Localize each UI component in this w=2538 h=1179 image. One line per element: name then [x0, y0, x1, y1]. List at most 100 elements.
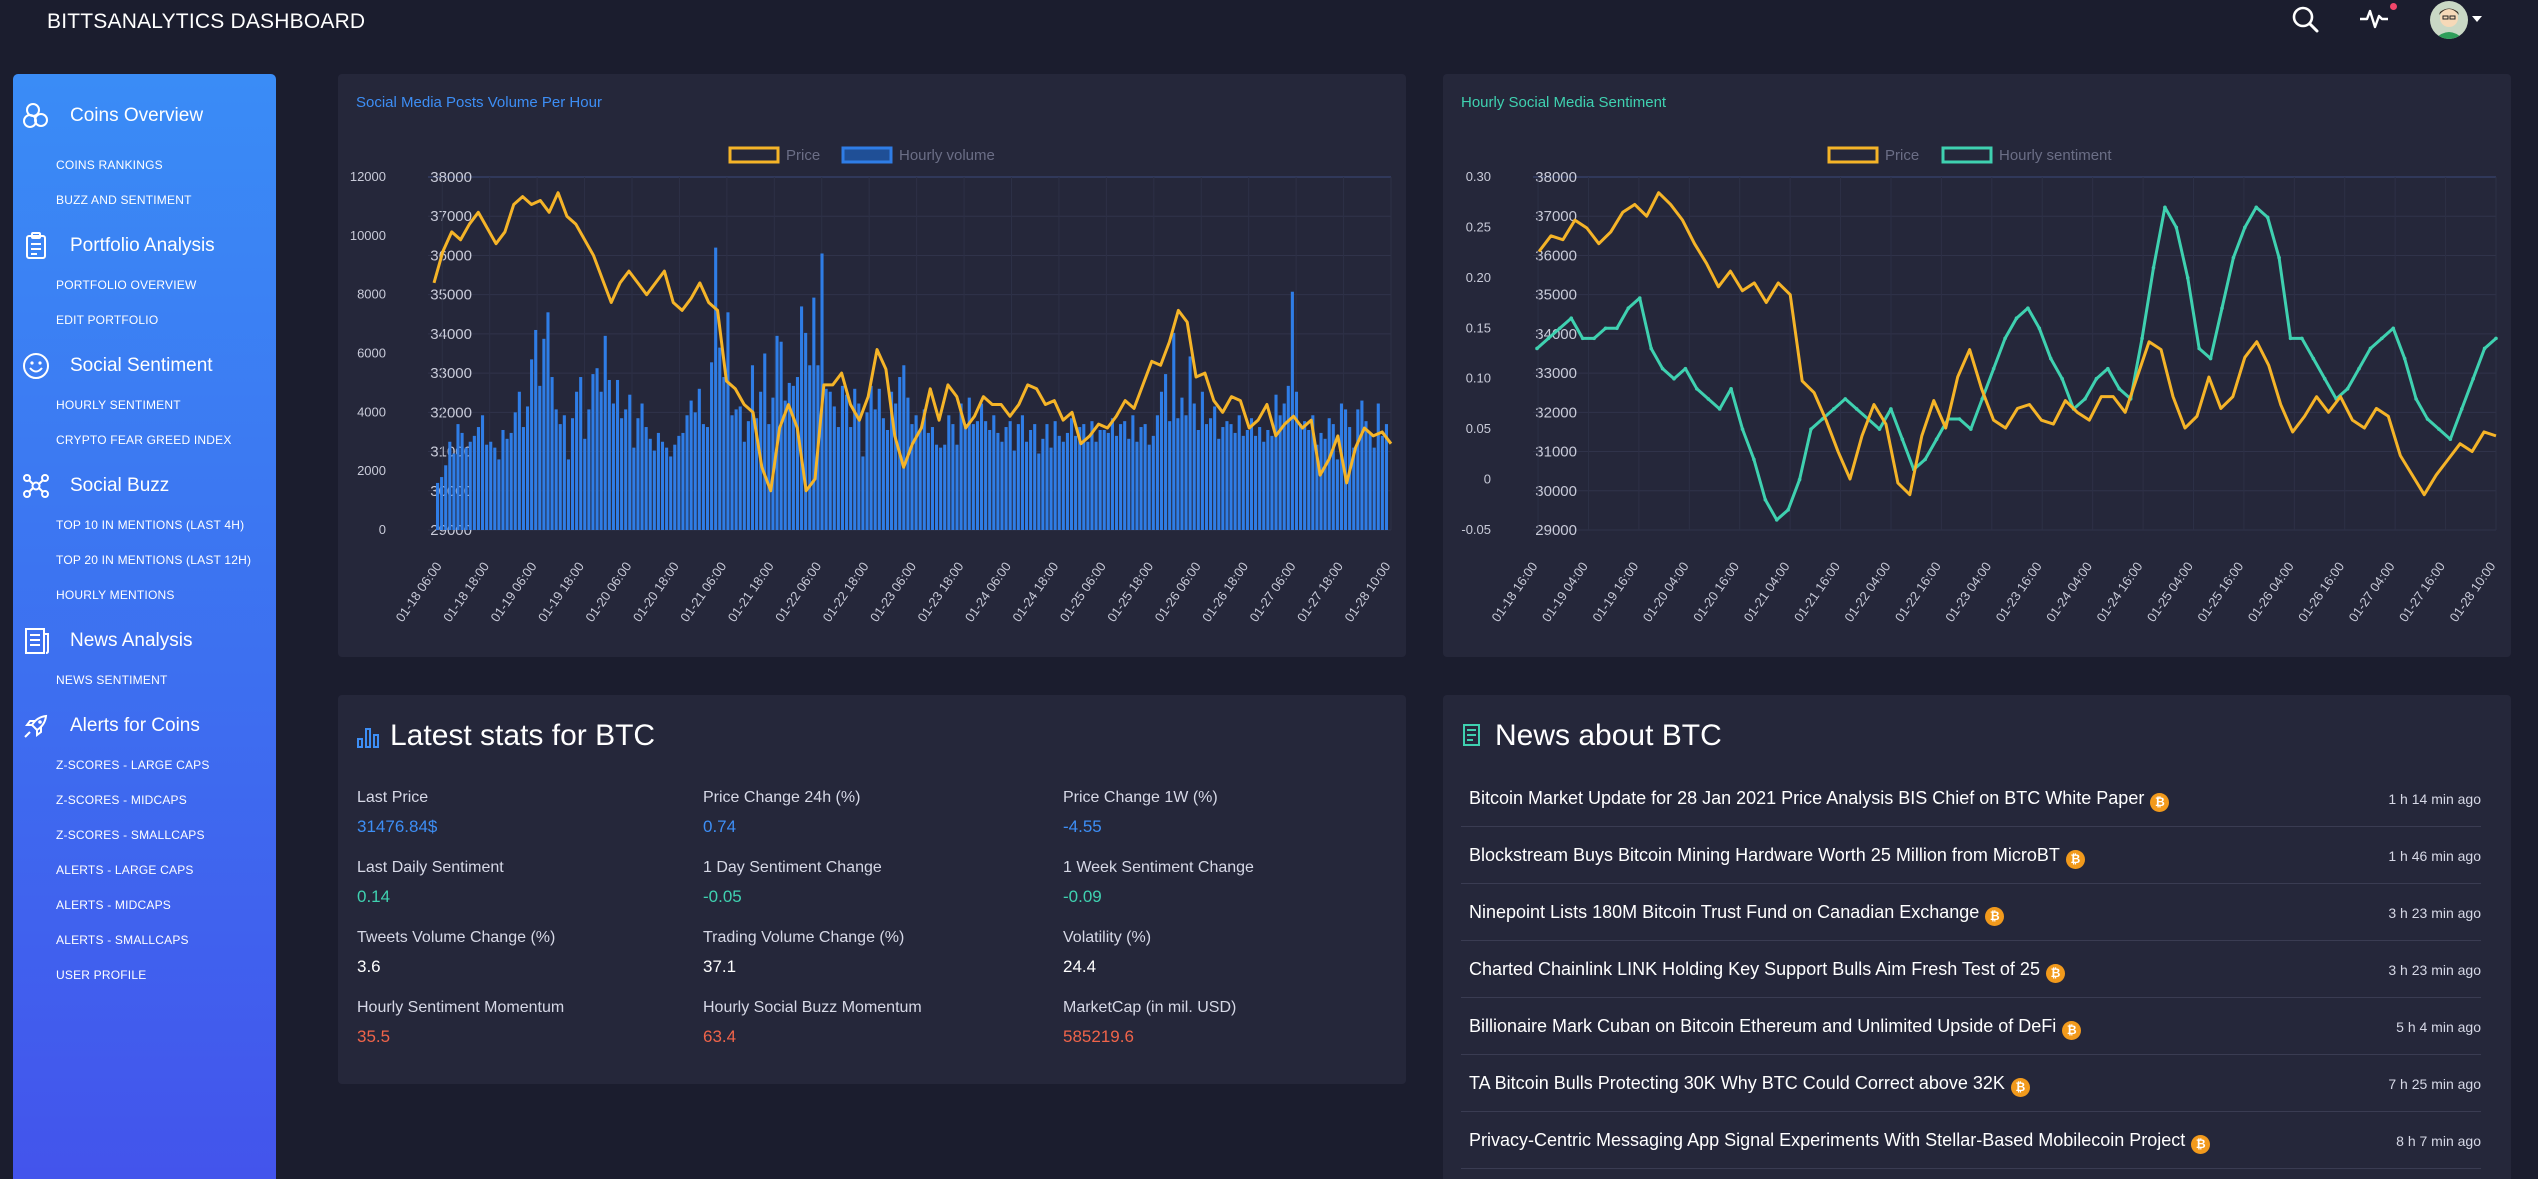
- news-item-title[interactable]: Billionaire Mark Cuban on Bitcoin Ethere…: [1469, 1016, 2082, 1040]
- sidebar-section-social-sentiment[interactable]: Social Sentiment: [13, 346, 276, 386]
- sidebar-section-news-analysis[interactable]: News Analysis: [13, 621, 276, 661]
- volume-bar: [726, 312, 730, 530]
- y-right-tick-label: 38000: [430, 169, 472, 186]
- volume-bar: [971, 424, 975, 530]
- volume-bar: [611, 403, 615, 530]
- news-item[interactable]: Billionaire Mark Cuban on Bitcoin Ethere…: [1461, 998, 2481, 1055]
- y-right-tick-label: 32000: [1535, 404, 1577, 421]
- y-right-tick-label: 31000: [1535, 444, 1577, 461]
- volume-bar: [1114, 435, 1119, 530]
- volume-bar: [1143, 424, 1147, 530]
- volume-bar: [640, 403, 644, 530]
- volume-bar: [930, 427, 934, 530]
- stat-value: 3.6: [357, 957, 381, 976]
- y-left-tick-label: 8000: [357, 287, 386, 302]
- x-tick-label: 01-18 16:00: [1488, 559, 1540, 624]
- sidebar: Coins Overview COINS RANKINGS BUZZ AND S…: [13, 74, 276, 1179]
- volume-bar: [836, 427, 840, 530]
- stat-label: Hourly Social Buzz Momentum: [703, 999, 922, 1016]
- x-tick-label: 01-25 04:00: [2144, 559, 2196, 624]
- news-item-title[interactable]: Charted Chainlink LINK Holding Key Suppo…: [1469, 959, 2065, 983]
- y-left-tick-label: 10000: [350, 228, 386, 243]
- volume-bar: [1082, 424, 1086, 530]
- sidebar-item-hourly-mentions[interactable]: HOURLY MENTIONS: [56, 588, 175, 602]
- volume-bar: [570, 418, 575, 530]
- volume-bar: [615, 379, 620, 530]
- sidebar-item-coins-rankings[interactable]: COINS RANKINGS: [56, 158, 163, 172]
- sidebar-item-user-profile[interactable]: USER PROFILE: [56, 968, 147, 982]
- sentiment-point: [2106, 366, 2110, 371]
- news-item[interactable]: Bitcoin Market Update for 28 Jan 2021 Pr…: [1461, 770, 2481, 827]
- volume-bar: [1372, 447, 1376, 530]
- legend-label-series2: Hourly volume: [899, 147, 995, 164]
- avatar[interactable]: [2430, 1, 2468, 39]
- sidebar-item-top20-mentions[interactable]: TOP 20 IN MENTIONS (LAST 12H): [56, 553, 252, 567]
- volume-bar: [979, 403, 984, 530]
- volume-bar: [603, 335, 607, 530]
- x-tick-label: 01-24 04:00: [2043, 559, 2095, 624]
- bitcoin-icon: ₿: [2062, 1021, 2082, 1040]
- sidebar-item-portfolio-overview[interactable]: PORTFOLIO OVERVIEW: [56, 278, 197, 292]
- volume-bar: [660, 441, 665, 530]
- sidebar-section-alerts-for-coins[interactable]: Alerts for Coins: [13, 706, 276, 746]
- activity-icon[interactable]: [2357, 2, 2391, 36]
- chevron-down-icon[interactable]: [2472, 16, 2482, 22]
- news-item[interactable]: Ninepoint Lists 180M Bitcoin Trust Fund …: [1461, 884, 2481, 941]
- sentiment-point: [1843, 397, 1848, 401]
- sidebar-item-buzz-and-sentiment[interactable]: BUZZ AND SENTIMENT: [56, 193, 192, 207]
- volume-bar: [1364, 421, 1368, 530]
- sentiment-point: [1649, 346, 1653, 351]
- y-left-tick-label: 0.30: [1466, 169, 1491, 184]
- sidebar-item-zscores-midcaps[interactable]: Z-SCORES - MIDCAPS: [56, 793, 187, 807]
- volume-bar: [693, 412, 697, 530]
- news-item[interactable]: Privacy-Centric Messaging App Signal Exp…: [1461, 1112, 2481, 1169]
- search-icon[interactable]: [2288, 2, 2322, 36]
- volume-bar: [1274, 394, 1278, 530]
- sentiment-point: [2026, 306, 2030, 310]
- sentiment-point: [2117, 387, 2122, 391]
- volume-bar: [1016, 424, 1020, 530]
- news-item[interactable]: Blockstream Buys Bitcoin Mining Hardware…: [1461, 827, 2481, 884]
- sidebar-item-alerts-midcaps[interactable]: ALERTS - MIDCAPS: [56, 898, 172, 912]
- volume-bar: [1123, 421, 1127, 530]
- stat-value: -4.55: [1063, 817, 1102, 836]
- sidebar-item-news-sentiment[interactable]: NEWS SENTIMENT: [56, 673, 168, 687]
- sentiment-point: [2014, 316, 2019, 320]
- news-item-title[interactable]: Bitcoin Market Update for 28 Jan 2021 Pr…: [1469, 788, 2170, 812]
- y-right-tick-label: 32000: [430, 404, 472, 421]
- sidebar-item-alerts-smallcaps[interactable]: ALERTS - SMALLCAPS: [56, 933, 189, 947]
- sidebar-item-zscores-smallcaps[interactable]: Z-SCORES - SMALLCAPS: [56, 828, 205, 842]
- news-item[interactable]: Charted Chainlink LINK Holding Key Suppo…: [1461, 941, 2481, 998]
- sidebar-item-crypto-fear-greed-index[interactable]: CRYPTO FEAR GREED INDEX: [56, 433, 232, 447]
- news-item-title[interactable]: TA Bitcoin Bulls Protecting 30K Why BTC …: [1469, 1073, 2030, 1097]
- x-tick-label: 01-22 16:00: [1892, 559, 1944, 624]
- legend-swatch-price: [1827, 146, 1879, 164]
- chart-title: Social Media Posts Volume Per Hour: [356, 94, 602, 111]
- sentiment-point: [1558, 326, 1562, 331]
- news-item-title[interactable]: Ninepoint Lists 180M Bitcoin Trust Fund …: [1469, 902, 2005, 926]
- news-item-title[interactable]: Privacy-Centric Messaging App Signal Exp…: [1469, 1130, 2211, 1154]
- x-tick-label: 01-26 16:00: [2295, 559, 2347, 624]
- sentiment-point: [2151, 265, 2156, 270]
- sidebar-item-alerts-large-caps[interactable]: ALERTS - LARGE CAPS: [56, 863, 194, 877]
- sidebar-section-social-buzz[interactable]: Social Buzz: [13, 466, 276, 506]
- app-title[interactable]: BITTSANALYTICS DASHBOARD: [47, 10, 366, 33]
- sidebar-item-zscores-large-caps[interactable]: Z-SCORES - LARGE CAPS: [56, 758, 210, 772]
- volume-bar: [440, 477, 444, 530]
- sidebar-section-coins-overview[interactable]: Coins Overview: [13, 96, 276, 136]
- sidebar-item-edit-portfolio[interactable]: EDIT PORTFOLIO: [56, 313, 159, 327]
- sidebar-section-portfolio-analysis[interactable]: Portfolio Analysis: [13, 226, 276, 266]
- volume-bar: [489, 441, 493, 530]
- sentiment-point: [1809, 427, 1813, 431]
- volume-bar: [624, 409, 628, 530]
- news-item-title[interactable]: Blockstream Buys Bitcoin Mining Hardware…: [1469, 845, 2085, 869]
- sidebar-item-top10-mentions[interactable]: TOP 10 IN MENTIONS (LAST 4H): [56, 518, 245, 532]
- volume-bar: [636, 418, 640, 530]
- volume-bar: [894, 403, 898, 530]
- news-item[interactable]: TA Bitcoin Bulls Protecting 30K Why BTC …: [1461, 1055, 2481, 1112]
- volume-bar: [783, 400, 787, 530]
- sentiment-chart: 38000 37000 36000 35000 34000 33000 32000 31000…: [1461, 146, 2498, 625]
- sentiment-point: [1969, 427, 1973, 431]
- volume-bar: [1254, 435, 1258, 530]
- sidebar-item-hourly-sentiment[interactable]: HOURLY SENTIMENT: [56, 398, 181, 412]
